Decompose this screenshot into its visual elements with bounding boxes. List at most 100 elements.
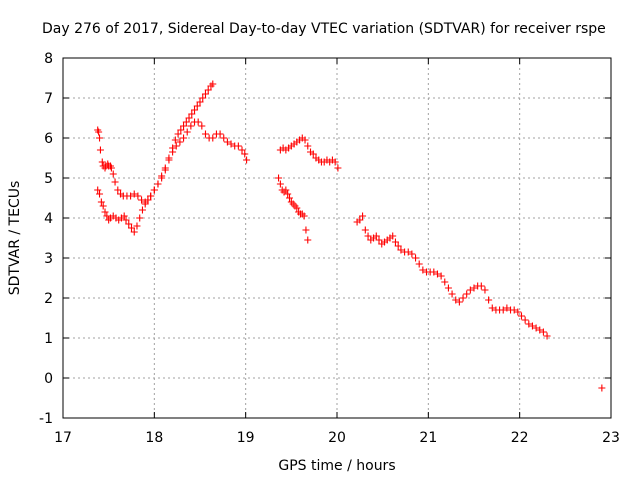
data-point — [517, 312, 525, 320]
data-point — [276, 180, 284, 188]
x-axis-label: GPS time / hours — [278, 458, 395, 474]
data-point — [521, 316, 529, 324]
data-point — [138, 206, 146, 214]
data-point — [415, 260, 423, 268]
y-tick-label: 8 — [44, 51, 53, 67]
data-point — [138, 196, 146, 204]
series-upper-track-a — [94, 80, 217, 206]
data-point — [120, 212, 128, 220]
data-point — [375, 236, 383, 244]
data-point — [372, 232, 380, 240]
data-point — [433, 270, 441, 278]
x-tick-label: 22 — [511, 430, 529, 446]
data-point — [94, 186, 102, 194]
data-point — [134, 192, 142, 200]
data-point — [302, 226, 310, 234]
y-tick-label: 2 — [44, 291, 53, 307]
data-point — [503, 304, 511, 312]
data-point — [466, 286, 474, 294]
data-point — [488, 304, 496, 312]
data-point — [165, 156, 173, 164]
data-point — [101, 208, 109, 216]
data-point — [169, 148, 177, 156]
data-point — [204, 86, 212, 94]
chart-title: Day 276 of 2017, Sidereal Day-to-day VTE… — [42, 21, 606, 37]
data-point — [216, 130, 224, 138]
data-point — [514, 308, 522, 316]
data-point — [127, 192, 135, 200]
data-point — [286, 194, 294, 202]
y-tick-label: 1 — [44, 331, 53, 347]
data-point — [103, 212, 111, 220]
data-point — [408, 250, 416, 258]
data-point — [193, 102, 201, 110]
data-point — [470, 284, 478, 292]
data-point — [172, 142, 180, 150]
data-point — [180, 134, 188, 142]
data-point — [364, 232, 372, 240]
data-point — [198, 122, 206, 130]
data-point — [301, 136, 309, 144]
data-point — [97, 198, 105, 206]
data-point — [223, 138, 231, 146]
series-isolated-point — [598, 384, 606, 392]
data-point — [543, 332, 551, 340]
data-point — [455, 298, 463, 306]
data-point — [389, 232, 397, 240]
data-point — [391, 238, 399, 246]
data-point — [154, 180, 162, 188]
data-point — [209, 134, 217, 142]
data-point — [141, 200, 149, 208]
data-point — [598, 384, 606, 392]
data-point — [111, 178, 119, 186]
data-point — [122, 216, 130, 224]
data-point — [96, 190, 104, 198]
data-point — [293, 204, 301, 212]
series-lower-track-b — [275, 174, 312, 244]
data-point — [243, 156, 251, 164]
data-point — [185, 114, 193, 122]
data-point — [304, 236, 312, 244]
y-tick-label: 5 — [44, 171, 53, 187]
data-point — [459, 294, 467, 302]
data-point — [452, 296, 460, 304]
data-point — [188, 110, 196, 118]
series-lower-track-a — [94, 118, 251, 236]
data-point — [528, 322, 536, 330]
data-point — [96, 146, 104, 154]
grid — [63, 58, 611, 418]
data-point — [525, 320, 533, 328]
data-point — [331, 158, 339, 166]
data-point — [201, 130, 209, 138]
data-point — [196, 98, 204, 106]
data-point — [176, 138, 184, 146]
data-point — [300, 212, 308, 220]
data-point — [183, 128, 191, 136]
x-tick-label: 23 — [602, 430, 620, 446]
data-point — [437, 272, 445, 280]
y-tick-label: 0 — [44, 371, 53, 387]
data-point — [96, 134, 104, 142]
data-point — [234, 142, 242, 150]
data-point — [144, 196, 152, 204]
data-point — [485, 296, 493, 304]
data-point — [499, 306, 507, 314]
data-point — [419, 266, 427, 274]
y-tick-label: 3 — [44, 251, 53, 267]
data-point — [477, 282, 485, 290]
data-point — [356, 216, 364, 224]
data-point — [171, 136, 179, 144]
data-point — [394, 242, 402, 250]
data-point — [125, 220, 133, 228]
data-point — [128, 224, 135, 232]
data-points — [94, 80, 606, 392]
data-point — [510, 306, 518, 314]
data-point — [444, 284, 452, 292]
data-point — [130, 190, 138, 198]
x-tick-label: 18 — [145, 430, 163, 446]
data-point — [182, 118, 190, 126]
data-point — [99, 202, 107, 210]
data-point — [275, 174, 283, 182]
